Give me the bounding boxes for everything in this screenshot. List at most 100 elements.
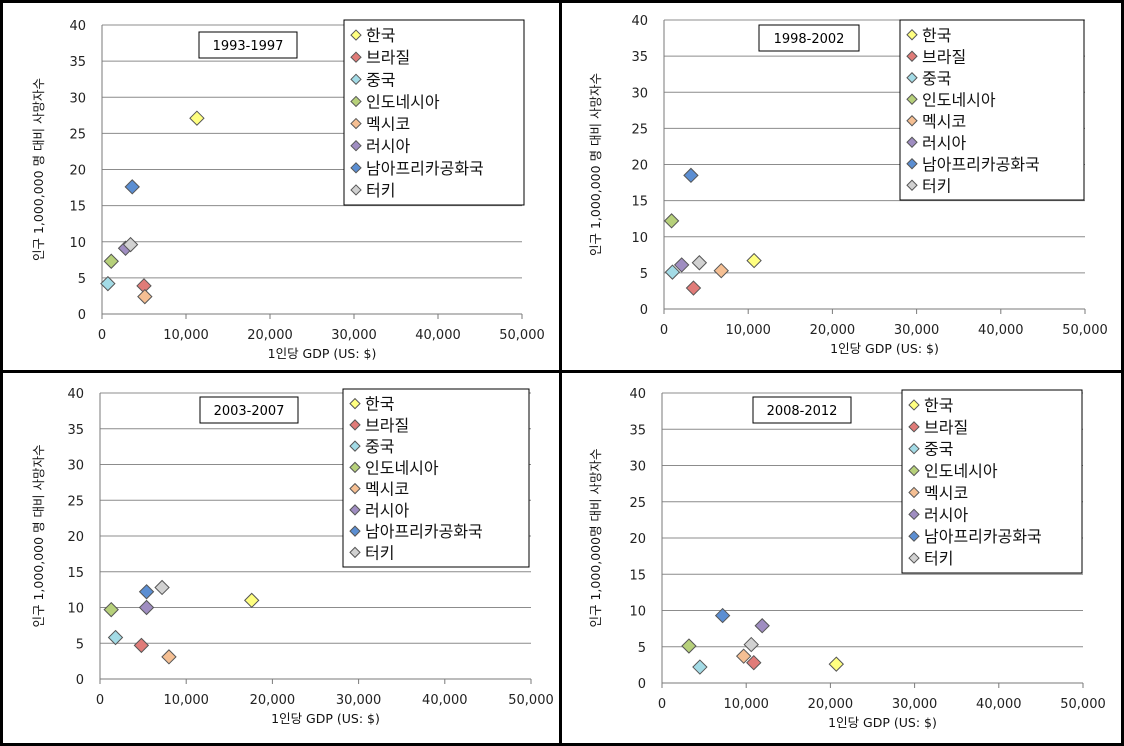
legend-marker-중국 bbox=[349, 440, 361, 452]
x-tick-label: 10,000 bbox=[163, 693, 209, 708]
x-tick-label: 40,000 bbox=[422, 693, 468, 708]
legend-label: 한국 bbox=[365, 395, 394, 414]
legend-box bbox=[343, 19, 525, 206]
legend-marker-인도네시아 bbox=[349, 461, 361, 474]
y-axis-title: 인구 1,000,000 명 대비 사망자수 bbox=[588, 73, 603, 256]
data-point-인도네시아 bbox=[103, 601, 119, 618]
legend-marker-인도네시아 bbox=[350, 95, 362, 108]
y-tick-label: 35 bbox=[69, 55, 86, 70]
legend-label: 남아프리카공화국 bbox=[922, 155, 1040, 174]
y-tick-label: 35 bbox=[67, 423, 84, 438]
y-tick-label: 30 bbox=[631, 86, 648, 101]
x-tick-label: 0 bbox=[660, 323, 668, 338]
legend-marker-한국 bbox=[908, 399, 920, 411]
legend-label: 한국 bbox=[366, 26, 395, 45]
data-point-브라질 bbox=[685, 280, 702, 296]
y-tick-label: 20 bbox=[67, 530, 84, 545]
y-tick-label: 0 bbox=[78, 308, 86, 323]
y-tick-label: 0 bbox=[638, 677, 646, 692]
y-tick-label: 20 bbox=[631, 159, 648, 174]
data-point-멕시코 bbox=[713, 263, 729, 279]
x-tick-label: 20,000 bbox=[810, 323, 856, 338]
scatter-chart-svg: 0 5 10 15 20 25 30 35 40 0 10,000 20,000 30,000 40,00… bbox=[31, 387, 554, 726]
y-tick-label: 35 bbox=[631, 50, 648, 65]
x-tick-label: 10,000 bbox=[725, 323, 771, 338]
y-tick-label: 20 bbox=[629, 532, 646, 547]
data-point-러시아 bbox=[138, 599, 155, 616]
legend-marker-터키 bbox=[908, 552, 920, 564]
data-point-멕시코 bbox=[735, 648, 752, 664]
y-tick-label: 15 bbox=[631, 195, 648, 210]
y-tick-label: 10 bbox=[67, 602, 84, 617]
period-label: 2003-2007 bbox=[214, 404, 285, 419]
legend-label: 러시아 bbox=[922, 133, 966, 152]
legend-marker-멕시코 bbox=[908, 486, 920, 499]
legend-label: 터키 bbox=[366, 181, 395, 200]
data-point-한국 bbox=[746, 252, 762, 269]
data-point-러시아 bbox=[673, 257, 690, 273]
legend-label: 터키 bbox=[365, 543, 394, 562]
data-point-멕시코 bbox=[137, 288, 153, 305]
data-point-터키 bbox=[743, 636, 759, 653]
y-tick-label: 0 bbox=[640, 303, 648, 318]
legend-label: 브라질 bbox=[924, 418, 968, 437]
legend-label: 러시아 bbox=[365, 501, 409, 520]
data-point-중국 bbox=[692, 659, 708, 675]
legend-marker-남아프리카공화국 bbox=[906, 158, 918, 170]
x-tick-label: 0 bbox=[96, 693, 104, 708]
y-tick-label: 5 bbox=[76, 637, 84, 652]
legend-label: 러시아 bbox=[366, 137, 410, 156]
legend-label: 중국 bbox=[922, 69, 951, 88]
data-point-멕시코 bbox=[161, 649, 177, 665]
x-axis-title: 1인당 GDP (US: $) bbox=[830, 341, 939, 356]
x-axis-title: 1인당 GDP (US: $) bbox=[271, 711, 380, 726]
x-tick-label: 50,000 bbox=[1062, 323, 1108, 338]
y-tick-label: 30 bbox=[67, 459, 84, 474]
y-axis-title: 인구 1,000,000 명 대비 사망자수 bbox=[31, 78, 46, 261]
data-point-한국 bbox=[244, 592, 260, 609]
period-label-box bbox=[199, 396, 299, 424]
legend-label: 브라질 bbox=[365, 416, 409, 435]
legend-box bbox=[901, 389, 1083, 574]
y-axis-title: 인구 1,000,000 명 대비 사망자수 bbox=[31, 444, 46, 627]
data-point-터키 bbox=[122, 236, 139, 253]
x-tick-label: 30,000 bbox=[892, 697, 938, 712]
legend-marker-브라질 bbox=[908, 421, 920, 433]
legend-marker-터키 bbox=[350, 184, 362, 196]
legend-marker-브라질 bbox=[350, 51, 362, 63]
period-label: 2008-2012 bbox=[767, 404, 838, 419]
legend-label: 남아프리카공화국 bbox=[365, 522, 483, 541]
chart-panel-2008-2012: 0 5 10 15 20 25 30 35 40 0 10,000 20,000 30,000 40,00… bbox=[559, 370, 1124, 746]
data-point-중국 bbox=[664, 264, 681, 280]
y-tick-label: 40 bbox=[67, 387, 84, 402]
y-tick-label: 10 bbox=[629, 605, 646, 620]
legend-label: 중국 bbox=[924, 440, 953, 459]
legend-marker-남아프리카공화국 bbox=[908, 530, 920, 542]
legend-label: 인도네시아 bbox=[365, 458, 439, 477]
legend-label: 멕시코 bbox=[366, 115, 410, 134]
x-axis-title: 1인당 GDP (US: $) bbox=[268, 346, 377, 361]
legend-marker-러시아 bbox=[349, 504, 361, 516]
legend-marker-멕시코 bbox=[906, 115, 918, 127]
y-tick-label: 15 bbox=[629, 568, 646, 583]
y-tick-label: 30 bbox=[69, 91, 86, 106]
legend-label: 멕시코 bbox=[365, 480, 409, 499]
legend-marker-인도네시아 bbox=[906, 93, 918, 105]
legend-marker-중국 bbox=[906, 72, 918, 84]
y-tick-label: 40 bbox=[629, 387, 646, 402]
scatter-chart-svg: 0 5 10 15 20 25 30 35 40 0 10,000 20,000 30,000 40,00… bbox=[588, 14, 1108, 356]
data-point-브라질 bbox=[133, 637, 150, 654]
data-point-인도네시아 bbox=[103, 253, 119, 269]
legend-box bbox=[342, 388, 530, 568]
x-tick-label: 10,000 bbox=[163, 328, 209, 343]
legend-label: 중국 bbox=[366, 70, 395, 89]
legend-marker-러시아 bbox=[908, 508, 920, 521]
legend-marker-남아프리카공화국 bbox=[350, 162, 362, 174]
y-tick-label: 35 bbox=[629, 423, 646, 438]
x-tick-label: 20,000 bbox=[247, 328, 293, 343]
y-tick-label: 25 bbox=[631, 122, 648, 137]
legend-marker-터키 bbox=[906, 179, 918, 191]
legend-marker-브라질 bbox=[349, 419, 361, 431]
x-tick-label: 40,000 bbox=[415, 328, 461, 343]
